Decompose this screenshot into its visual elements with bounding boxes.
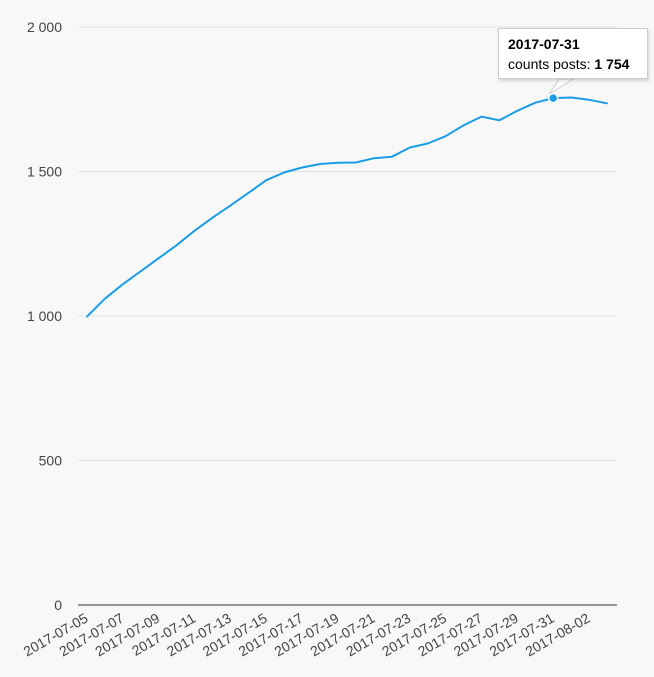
y-tick-label: 2 000	[27, 19, 62, 35]
y-tick-label: 0	[54, 597, 62, 613]
tooltip-label: counts posts:	[508, 56, 595, 72]
marker-layer	[547, 78, 575, 104]
highlighted-point[interactable]	[547, 92, 559, 104]
y-tick-label: 1 000	[27, 308, 62, 324]
series-line-counts-posts	[86, 96, 608, 318]
y-axis-ticks: 0 500 1 000 1 500 2 000	[27, 19, 62, 613]
y-tick-label: 1 500	[27, 164, 62, 180]
series-layer	[86, 96, 608, 318]
tooltip-row: counts posts: 1 754	[508, 56, 638, 72]
gridlines	[78, 26, 617, 461]
tooltip-value: 1 754	[594, 56, 630, 72]
x-axis-ticks: 2017-07-052017-07-072017-07-092017-07-11…	[20, 610, 592, 660]
tooltip-pointer	[548, 78, 575, 95]
y-tick-label: 500	[39, 453, 63, 469]
data-tooltip: 2017-07-31 counts posts: 1 754	[498, 28, 648, 79]
tooltip-date: 2017-07-31	[508, 36, 580, 52]
